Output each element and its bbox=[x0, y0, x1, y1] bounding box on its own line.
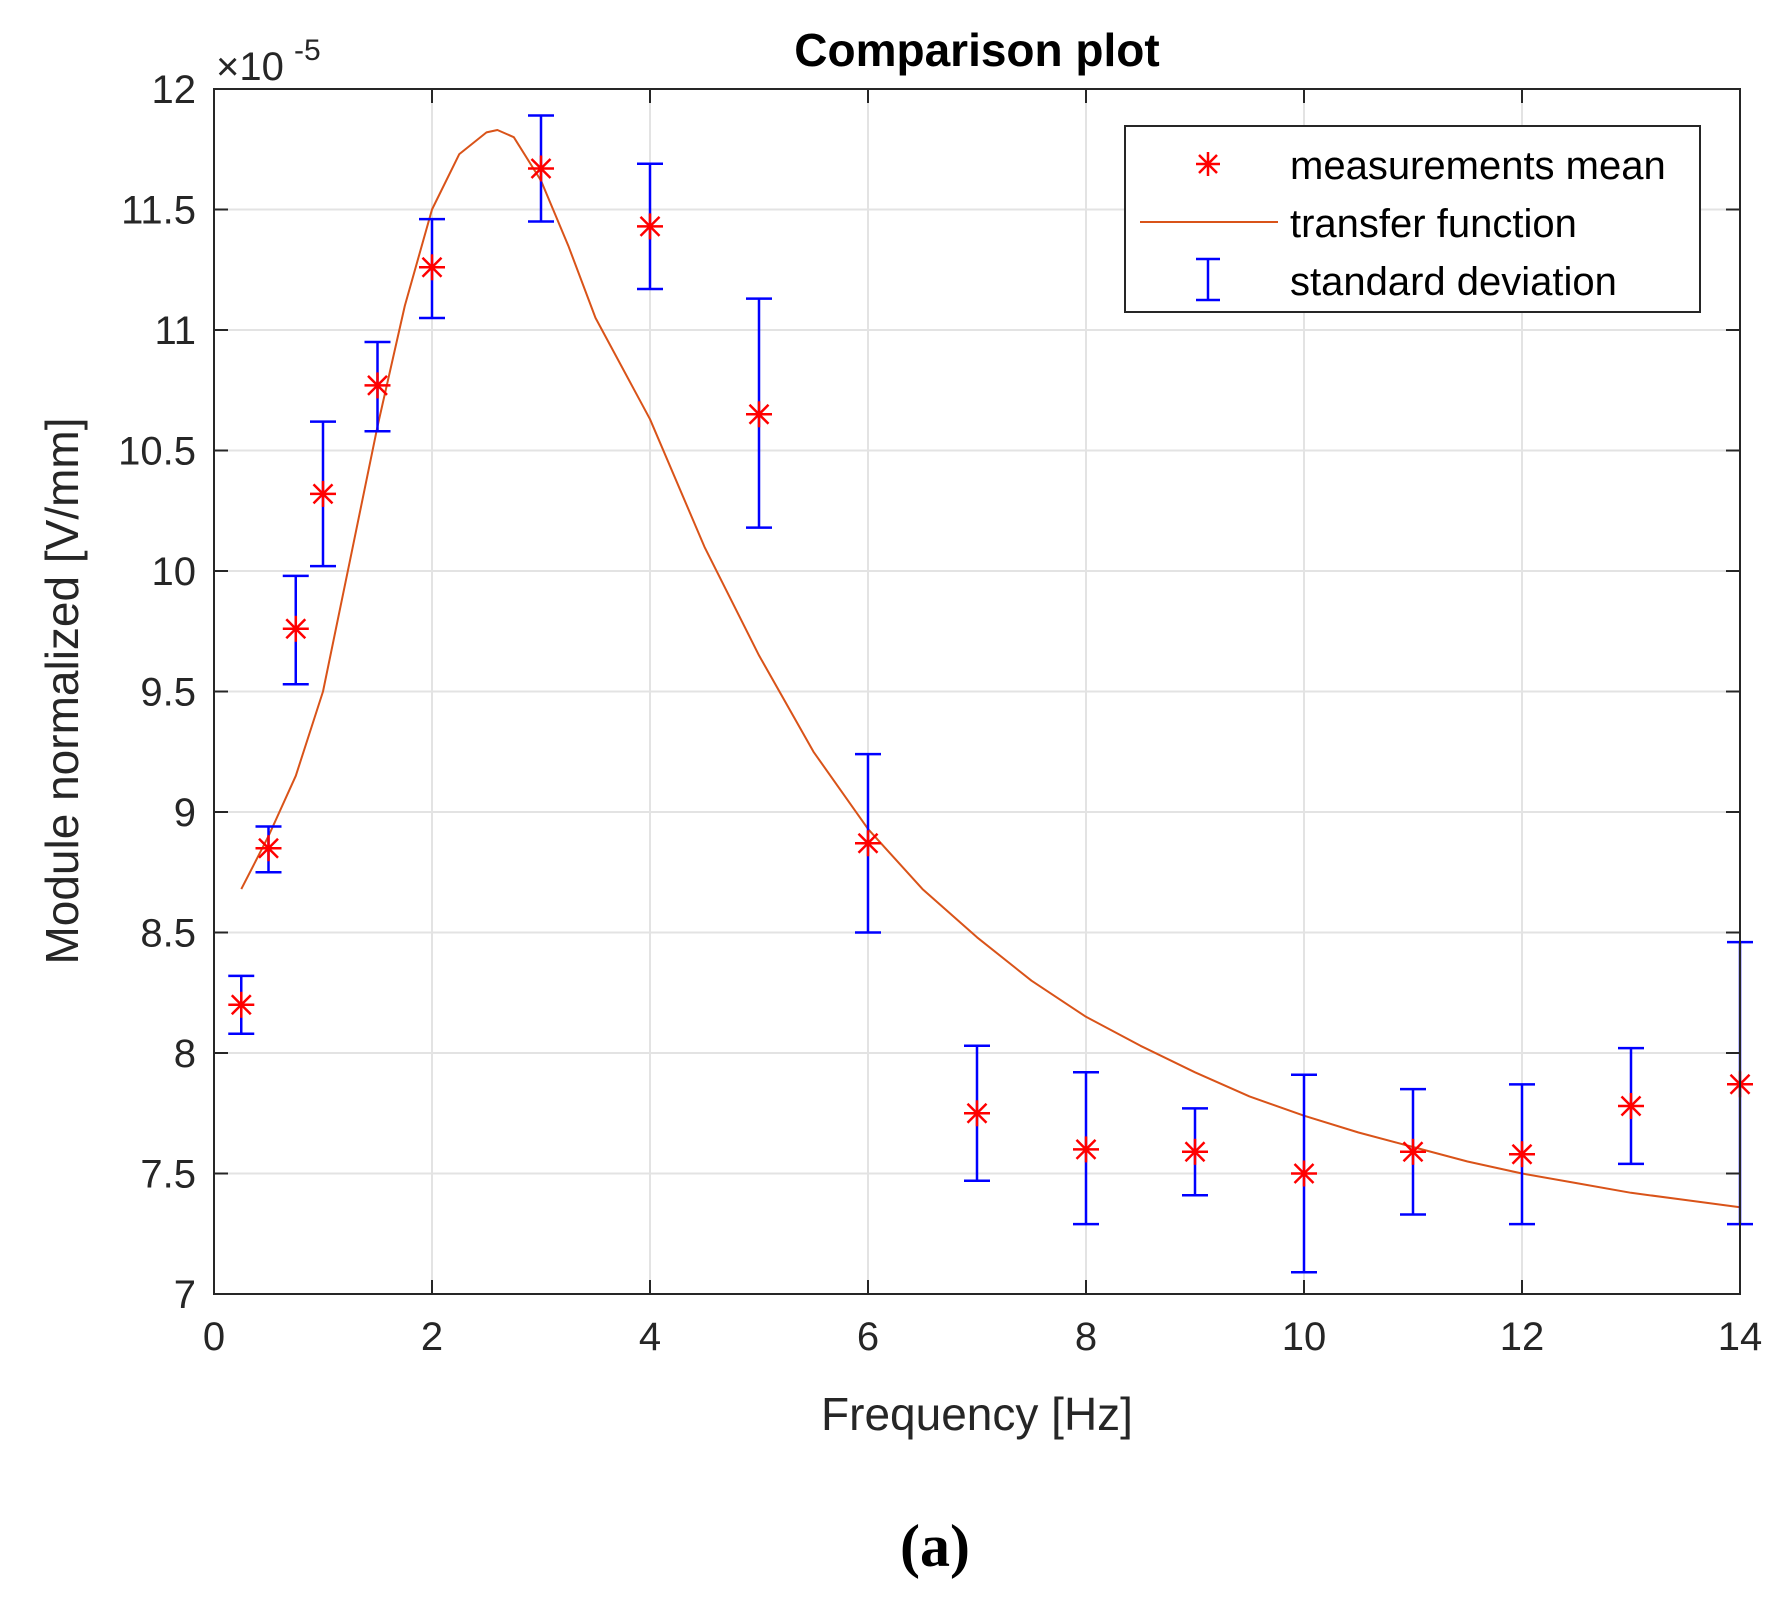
y-tick-label: 9.5 bbox=[140, 671, 196, 715]
y-tick-label: 11 bbox=[154, 309, 196, 353]
x-tick-label: 4 bbox=[639, 1315, 661, 1359]
legend-marker-icon bbox=[1196, 152, 1220, 176]
y-tick-label: 9 bbox=[174, 791, 196, 835]
axis-ticks: 0 2 4 6 8 10 12 14 7 7.5 8 8.5 9 9.5 10 10.5 11 11.5 12 bbox=[118, 68, 1762, 1359]
x-axis-label: Frequency [Hz] bbox=[821, 1388, 1133, 1440]
y-exponent-base: ×10 bbox=[216, 45, 284, 89]
legend-box bbox=[1124, 125, 1701, 313]
y-tick-label: 12 bbox=[152, 68, 197, 112]
x-tick-label: 10 bbox=[1282, 1315, 1327, 1359]
figure-caption: (a) bbox=[900, 1513, 970, 1579]
transfer-function-layer bbox=[240, 129, 1741, 1209]
y-tick-label: 8.5 bbox=[140, 912, 196, 956]
y-exponent: ×10 -5 bbox=[216, 34, 321, 89]
y-tick-label: 7 bbox=[174, 1273, 196, 1317]
measurement-point bbox=[964, 1100, 990, 1127]
measurement-point bbox=[419, 254, 445, 281]
y-axis-label: Module normalized [V/mm] bbox=[36, 417, 88, 964]
measurement-point bbox=[310, 480, 336, 507]
x-tick-label: 14 bbox=[1718, 1315, 1763, 1359]
measurement-point bbox=[1182, 1138, 1208, 1165]
legend-label-std: standard deviation bbox=[1290, 260, 1617, 304]
measurement-point bbox=[528, 155, 554, 182]
measurement-point bbox=[1400, 1138, 1426, 1165]
x-tick-label: 12 bbox=[1500, 1315, 1545, 1359]
measurement-point bbox=[746, 401, 772, 428]
measurement-point bbox=[364, 372, 391, 399]
measurement-point bbox=[255, 835, 282, 862]
legend: measurements mean transfer function stan… bbox=[1124, 125, 1701, 313]
x-tick-label: 8 bbox=[1075, 1315, 1097, 1359]
measurement-point bbox=[1618, 1093, 1644, 1119]
measurement-point bbox=[1291, 1160, 1317, 1187]
y-tick-label: 8 bbox=[174, 1032, 196, 1076]
y-tick-label: 10.5 bbox=[118, 430, 196, 474]
legend-errorbar-icon bbox=[1196, 257, 1220, 302]
measurement-point bbox=[1509, 1141, 1535, 1168]
legend-label-measurements: measurements mean bbox=[1290, 144, 1666, 188]
x-tick-label: 6 bbox=[857, 1315, 879, 1359]
measurement-point bbox=[855, 830, 881, 857]
y-exponent-power: -5 bbox=[294, 34, 321, 67]
x-tick-label: 0 bbox=[203, 1315, 225, 1359]
measurement-point bbox=[282, 615, 309, 642]
chart-title: Comparison plot bbox=[794, 24, 1159, 76]
y-tick-label: 10 bbox=[152, 550, 197, 594]
measurement-point bbox=[228, 991, 255, 1018]
y-tick-label: 7.5 bbox=[140, 1153, 196, 1197]
measurement-point bbox=[637, 213, 663, 240]
measurement-point bbox=[1073, 1136, 1099, 1163]
y-tick-label: 11.5 bbox=[121, 189, 196, 233]
x-tick-label: 2 bbox=[421, 1315, 443, 1359]
transfer-function-line bbox=[240, 129, 1741, 1209]
legend-label-transfer: transfer function bbox=[1290, 202, 1577, 246]
